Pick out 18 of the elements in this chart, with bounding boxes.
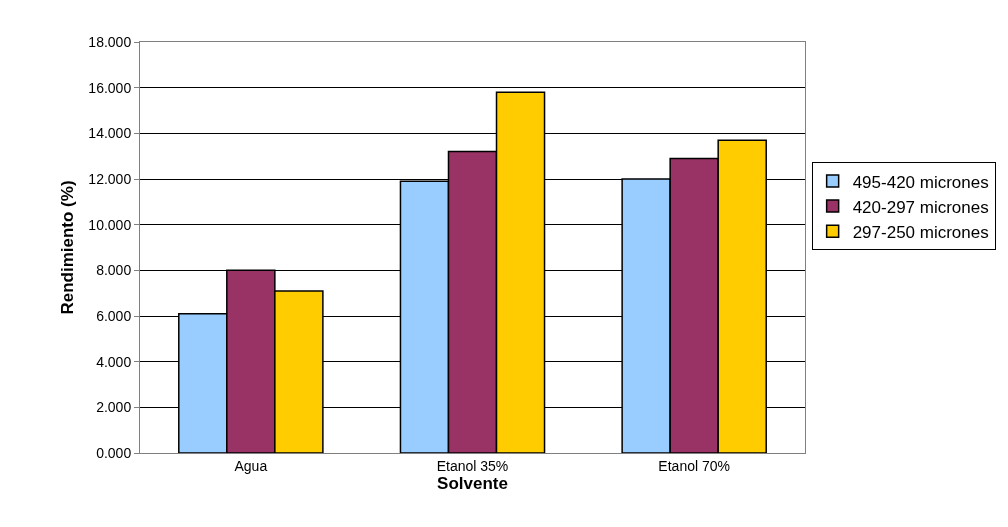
y-tick-label: 16.000 [88,79,132,96]
x-tick-label: Etanol 70% [658,457,730,474]
y-tick-label: 2.000 [96,399,132,416]
y-tick-label: 14.000 [88,125,132,142]
y-tick-label: 12.000 [88,170,132,187]
y-tick-label: 6.000 [96,307,132,324]
y-tick-label: 0.000 [96,444,132,461]
x-axis-title: Solvente [437,474,508,494]
y-tick-label: 18.000 [88,33,132,50]
legend-label: 495-420 micrones [852,172,989,192]
y-axis-title: Rendimiento (%) [57,180,77,315]
legend-label: 420-297 micrones [852,197,989,217]
x-tick-label: Etanol 35% [436,457,509,474]
y-tick-label: 4.000 [96,353,132,370]
y-tick-label: 8.000 [96,262,132,279]
y-tick-label: 10.000 [88,216,132,233]
legend-label: 297-250 micrones [852,222,989,242]
x-tick-label: Agua [234,457,268,474]
